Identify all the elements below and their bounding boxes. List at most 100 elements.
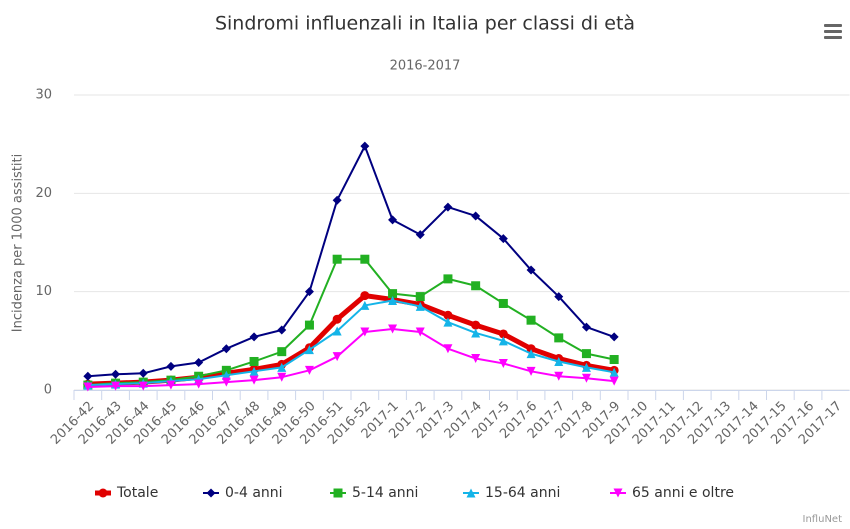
series-line [87, 299, 615, 387]
marker [443, 310, 453, 320]
marker [526, 265, 536, 275]
legend-label: 0-4 anni [225, 485, 283, 501]
legend-label: 15-64 anni [485, 485, 560, 501]
legend-item[interactable]: 65 anni e oltre [610, 485, 734, 501]
marker [332, 314, 342, 324]
series-line [87, 328, 615, 389]
marker [526, 366, 536, 376]
marker [471, 281, 481, 291]
marker [83, 382, 93, 392]
marker [526, 315, 536, 325]
marker [498, 234, 508, 244]
marker [249, 332, 259, 342]
menu-button[interactable] [822, 20, 844, 42]
marker [249, 356, 259, 366]
legend-label: Totale [116, 485, 158, 501]
marker [581, 373, 591, 383]
marker [471, 211, 481, 221]
marker [304, 287, 314, 297]
menu-bar [824, 24, 842, 27]
marker [609, 367, 619, 377]
marker [443, 202, 453, 212]
marker [554, 371, 564, 381]
marker [388, 324, 398, 334]
marker [360, 254, 370, 264]
marker [166, 361, 176, 371]
marker [111, 381, 121, 391]
marker [277, 325, 287, 335]
marker [554, 356, 564, 366]
marker [415, 327, 425, 337]
credits: InfluNet [803, 514, 843, 525]
y-tick-label: 10 [35, 284, 52, 299]
marker [443, 317, 453, 327]
marker [498, 358, 508, 368]
marker [554, 333, 564, 343]
marker [471, 320, 481, 330]
marker [332, 326, 342, 336]
marker [581, 349, 591, 359]
marker [613, 488, 623, 498]
marker [304, 345, 314, 355]
marker [194, 357, 204, 367]
legend-label: 5-14 anni [352, 485, 418, 501]
marker [277, 347, 287, 357]
marker [166, 380, 176, 390]
marker [388, 215, 398, 225]
marker [360, 327, 370, 337]
marker [221, 370, 231, 380]
marker [581, 322, 591, 332]
marker [526, 344, 536, 354]
marker [415, 301, 425, 311]
marker [526, 349, 536, 359]
chart-subtitle: 2016-2017 [390, 59, 461, 74]
y-tick-label: 20 [35, 186, 52, 201]
marker [443, 274, 453, 284]
marker [360, 300, 370, 310]
marker [194, 379, 204, 389]
marker [471, 354, 481, 364]
marker [83, 371, 93, 381]
marker [333, 488, 343, 498]
marker [498, 336, 508, 346]
y-tick-label: 30 [35, 88, 52, 103]
legend-label: 65 anni e oltre [632, 485, 734, 501]
marker [249, 366, 259, 376]
series-line [87, 258, 615, 387]
marker [581, 362, 591, 372]
marker [388, 296, 398, 306]
marker [466, 488, 476, 498]
series [83, 141, 619, 381]
marker [304, 320, 314, 330]
marker [360, 291, 370, 301]
menu-bar [824, 36, 842, 39]
marker [138, 381, 148, 391]
marker [221, 365, 231, 375]
marker [609, 332, 619, 342]
legend-item[interactable]: 15-64 anni [463, 485, 560, 501]
y-axis-title: Incidenza per 1000 assistiti [11, 154, 26, 333]
marker [415, 230, 425, 240]
menu-bar [824, 30, 842, 33]
chart-title: Sindromi influenzali in Italia per class… [215, 13, 635, 35]
marker [471, 328, 481, 338]
marker [277, 372, 287, 382]
marker [360, 141, 370, 151]
marker [498, 329, 508, 339]
marker [443, 344, 453, 354]
marker [388, 289, 398, 299]
legend-item[interactable]: Totale [95, 485, 158, 501]
legend-item[interactable]: 5-14 anni [330, 485, 418, 501]
marker [249, 375, 259, 385]
marker [498, 298, 508, 308]
series [83, 324, 619, 392]
marker [111, 369, 121, 379]
legend-item[interactable]: 0-4 anni [203, 485, 283, 501]
series-line [87, 145, 615, 378]
marker [206, 488, 216, 498]
marker [221, 377, 231, 387]
marker [332, 352, 342, 362]
marker [332, 195, 342, 205]
